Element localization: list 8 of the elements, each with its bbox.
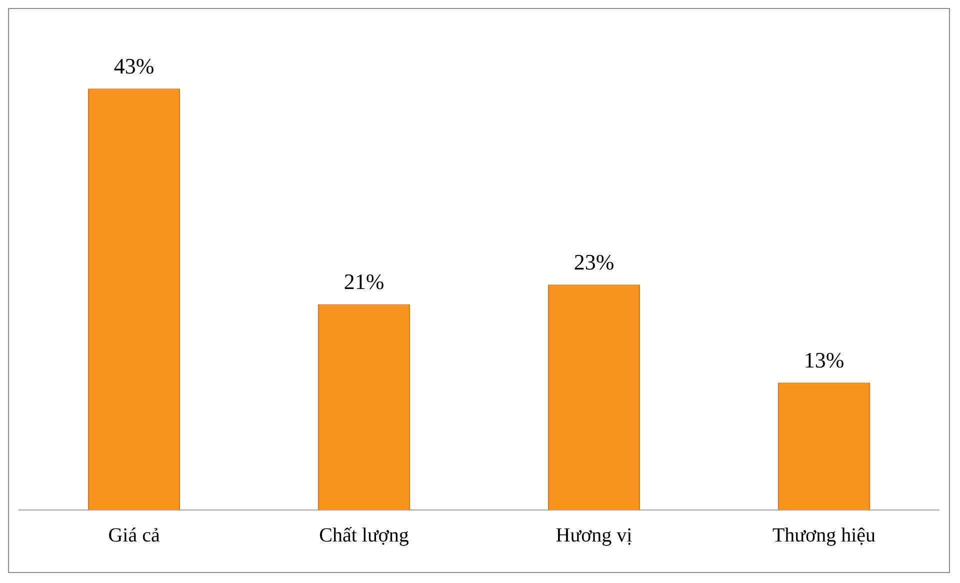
x-tick-label: Hương vị: [556, 524, 633, 546]
x-tick-label: Giá cả: [108, 524, 160, 546]
data-label: 21%: [344, 268, 384, 294]
data-label: 43%: [114, 53, 154, 78]
x-tick-label: Chất lượng: [319, 524, 409, 546]
data-label: 23%: [574, 249, 614, 274]
x-tick-label: Thương hiệu: [772, 524, 876, 546]
data-label: 13%: [804, 347, 844, 372]
